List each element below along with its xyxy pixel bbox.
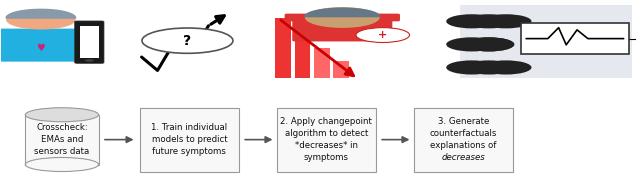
FancyBboxPatch shape <box>0 30 95 62</box>
Text: models to predict: models to predict <box>152 135 227 144</box>
FancyBboxPatch shape <box>285 14 400 21</box>
FancyBboxPatch shape <box>292 17 392 41</box>
Circle shape <box>446 37 497 51</box>
Circle shape <box>463 60 515 75</box>
Circle shape <box>142 28 233 53</box>
Bar <box>333 61 349 78</box>
FancyBboxPatch shape <box>0 29 101 37</box>
Text: *decreases* in: *decreases* in <box>295 141 358 150</box>
Circle shape <box>446 14 497 28</box>
Text: decreases: decreases <box>442 153 485 162</box>
Bar <box>275 18 291 78</box>
Text: ♥: ♥ <box>36 43 45 53</box>
Bar <box>26 115 99 165</box>
FancyBboxPatch shape <box>460 5 632 78</box>
Circle shape <box>6 10 76 30</box>
Text: ?: ? <box>184 34 191 48</box>
Circle shape <box>85 59 94 62</box>
FancyBboxPatch shape <box>414 108 513 172</box>
Text: explanations of: explanations of <box>430 141 497 150</box>
Ellipse shape <box>26 158 99 172</box>
Ellipse shape <box>26 108 99 122</box>
Circle shape <box>463 37 515 51</box>
Text: future symptoms: future symptoms <box>152 147 227 156</box>
Text: 1. Train individual: 1. Train individual <box>151 123 227 132</box>
Circle shape <box>481 14 531 28</box>
FancyBboxPatch shape <box>140 108 239 172</box>
Text: 2. Apply changepoint: 2. Apply changepoint <box>280 117 372 126</box>
Circle shape <box>356 28 410 42</box>
Bar <box>294 33 310 78</box>
Text: algorithm to detect: algorithm to detect <box>285 129 368 138</box>
Text: 3. Generate: 3. Generate <box>438 117 489 126</box>
Polygon shape <box>305 8 380 17</box>
Text: +: + <box>378 30 387 40</box>
Text: Crosscheck:: Crosscheck: <box>36 123 88 132</box>
FancyBboxPatch shape <box>521 23 629 54</box>
Text: symptoms: symptoms <box>304 153 349 162</box>
Circle shape <box>463 37 515 51</box>
Circle shape <box>305 7 380 28</box>
Polygon shape <box>6 9 76 18</box>
FancyBboxPatch shape <box>80 26 99 58</box>
Text: EMAs and: EMAs and <box>41 135 83 144</box>
FancyBboxPatch shape <box>75 21 104 63</box>
Circle shape <box>481 60 531 75</box>
Text: sensors data: sensors data <box>35 147 90 156</box>
Circle shape <box>463 14 515 28</box>
FancyBboxPatch shape <box>277 108 376 172</box>
Circle shape <box>446 60 497 75</box>
Text: counterfactuals: counterfactuals <box>429 129 497 138</box>
Bar <box>314 48 330 78</box>
